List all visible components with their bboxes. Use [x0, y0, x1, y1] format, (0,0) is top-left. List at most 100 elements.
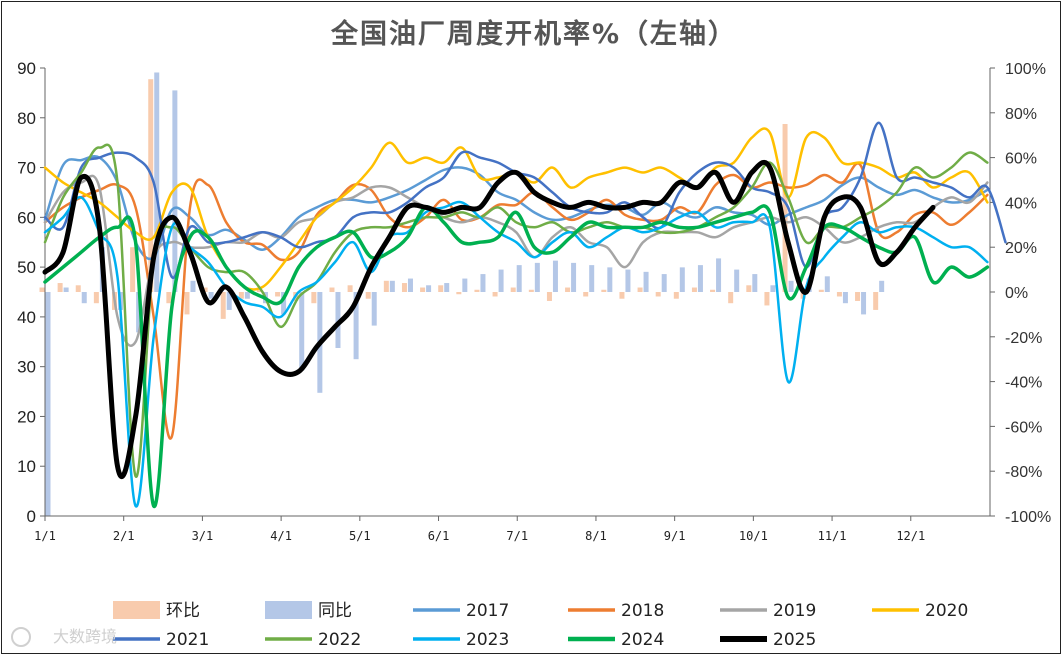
huanbi-bar [275, 292, 281, 297]
huanbi-bar [855, 292, 861, 301]
legend-label: 2018 [621, 601, 664, 621]
huanbi-bar [238, 292, 244, 299]
y-left-tick-label: 30 [17, 358, 36, 377]
tongbi-bar [734, 269, 740, 292]
y-right-tick-label: -40% [1005, 375, 1042, 392]
huanbi-bar [782, 124, 788, 292]
y-right-tick-label: -20% [1005, 330, 1042, 347]
tongbi-bar [788, 280, 794, 292]
tongbi-bar [752, 274, 758, 292]
tongbi-bar [136, 292, 142, 333]
tongbi-bar [226, 292, 232, 310]
tongbi-bar [861, 292, 867, 315]
huanbi-bar [148, 79, 154, 292]
legend-item-2019: 2019 [720, 601, 816, 621]
x-tick-label: 8/1 [585, 529, 607, 543]
tongbi-bar [770, 285, 776, 292]
watermark-text: 大数跨境 [53, 627, 117, 646]
tongbi-bar [534, 262, 540, 292]
tongbi-bar [371, 292, 377, 326]
huanbi-bar [202, 287, 208, 292]
legend-label: 2024 [621, 630, 664, 650]
tongbi-bar [426, 285, 432, 292]
huanbi-bar [510, 287, 516, 292]
x-tick-label: 9/1 [664, 529, 686, 543]
huanbi-bar [347, 285, 353, 292]
y-right-tick-label: -60% [1005, 419, 1042, 436]
huanbi-bar [75, 285, 81, 292]
huanbi-bar [818, 289, 824, 292]
tongbi-bar [824, 276, 830, 292]
y-right-tick-label: -80% [1005, 464, 1042, 481]
tongbi-bar [190, 280, 196, 292]
huanbi-bar [710, 289, 716, 292]
series-line-2018 [43, 162, 989, 440]
legend-item-2025: 2025 [720, 630, 816, 650]
tongbi-bar [716, 258, 722, 292]
huanbi-bar [836, 292, 842, 297]
huanbi-bar [456, 292, 462, 295]
legend-item-2021: 2021 [113, 630, 209, 650]
legend-swatch [265, 601, 312, 619]
legend-item-同比: 同比 [265, 601, 352, 621]
tongbi-bar [607, 267, 613, 292]
legend-item-2024: 2024 [568, 630, 664, 650]
tongbi-bar [208, 292, 214, 299]
legend-label: 2019 [773, 601, 816, 621]
legend-label: 同比 [318, 601, 352, 621]
tongbi-bar [45, 292, 51, 516]
tongbi-bar [879, 280, 885, 292]
huanbi-bar [130, 247, 136, 292]
legend-item-2020: 2020 [872, 601, 968, 621]
tongbi-bar [462, 278, 468, 292]
tongbi-bar [281, 292, 287, 315]
x-tick-label: 6/1 [428, 529, 450, 543]
huanbi-bar [601, 289, 607, 292]
weibo-logo-icon [11, 627, 31, 647]
y-right-tick-label: 80% [1005, 106, 1037, 123]
huanbi-bar [220, 292, 226, 319]
huanbi-bar [528, 289, 534, 292]
series-line-2020 [43, 127, 989, 291]
huanbi-bar [365, 292, 371, 299]
tongbi-bar [63, 287, 69, 292]
tongbi-bar [661, 274, 667, 292]
huanbi-bar [492, 292, 498, 297]
line-layer [42, 121, 1007, 508]
legend-label: 2020 [925, 601, 968, 621]
huanbi-bar [93, 292, 99, 304]
y-left-tick-label: 50 [17, 258, 36, 277]
tongbi-bar [552, 260, 558, 292]
watermark: 大数跨境 [11, 627, 117, 647]
huanbi-bar [546, 292, 552, 301]
legend-item-2023: 2023 [413, 630, 509, 650]
huanbi-bar [619, 292, 625, 299]
huanbi-bar [256, 289, 262, 292]
bar-layer [39, 72, 885, 516]
tongbi-bar [679, 267, 685, 292]
tongbi-bar [172, 90, 178, 293]
tongbi-bar [389, 280, 395, 292]
huanbi-bar [637, 287, 643, 292]
huanbi-bar [383, 280, 389, 292]
legend-item-2022: 2022 [265, 630, 361, 650]
tongbi-bar [697, 265, 703, 292]
y-left-tick-label: 20 [17, 407, 36, 426]
huanbi-bar [401, 283, 407, 292]
tongbi-bar [81, 292, 87, 304]
axes-layer: 0 10 20 30 40 50 60 70 80 90 -100% -80% -60% -40% -20%… [17, 59, 1051, 543]
y-right-tick-label: 0% [1005, 285, 1028, 302]
y-left-tick-label: 90 [17, 59, 36, 78]
chart-title: 全国油厂周度开机率%（左轴） [330, 18, 737, 50]
legend-label: 2021 [166, 630, 209, 650]
tongbi-bar [842, 292, 848, 304]
tongbi-bar [444, 283, 450, 292]
legend-swatch [113, 601, 160, 619]
huanbi-bar [420, 287, 426, 292]
tongbi-bar [480, 274, 486, 292]
tongbi-bar [516, 265, 522, 292]
tongbi-bar [643, 271, 649, 292]
x-tick-label: 1/1 [34, 529, 56, 543]
